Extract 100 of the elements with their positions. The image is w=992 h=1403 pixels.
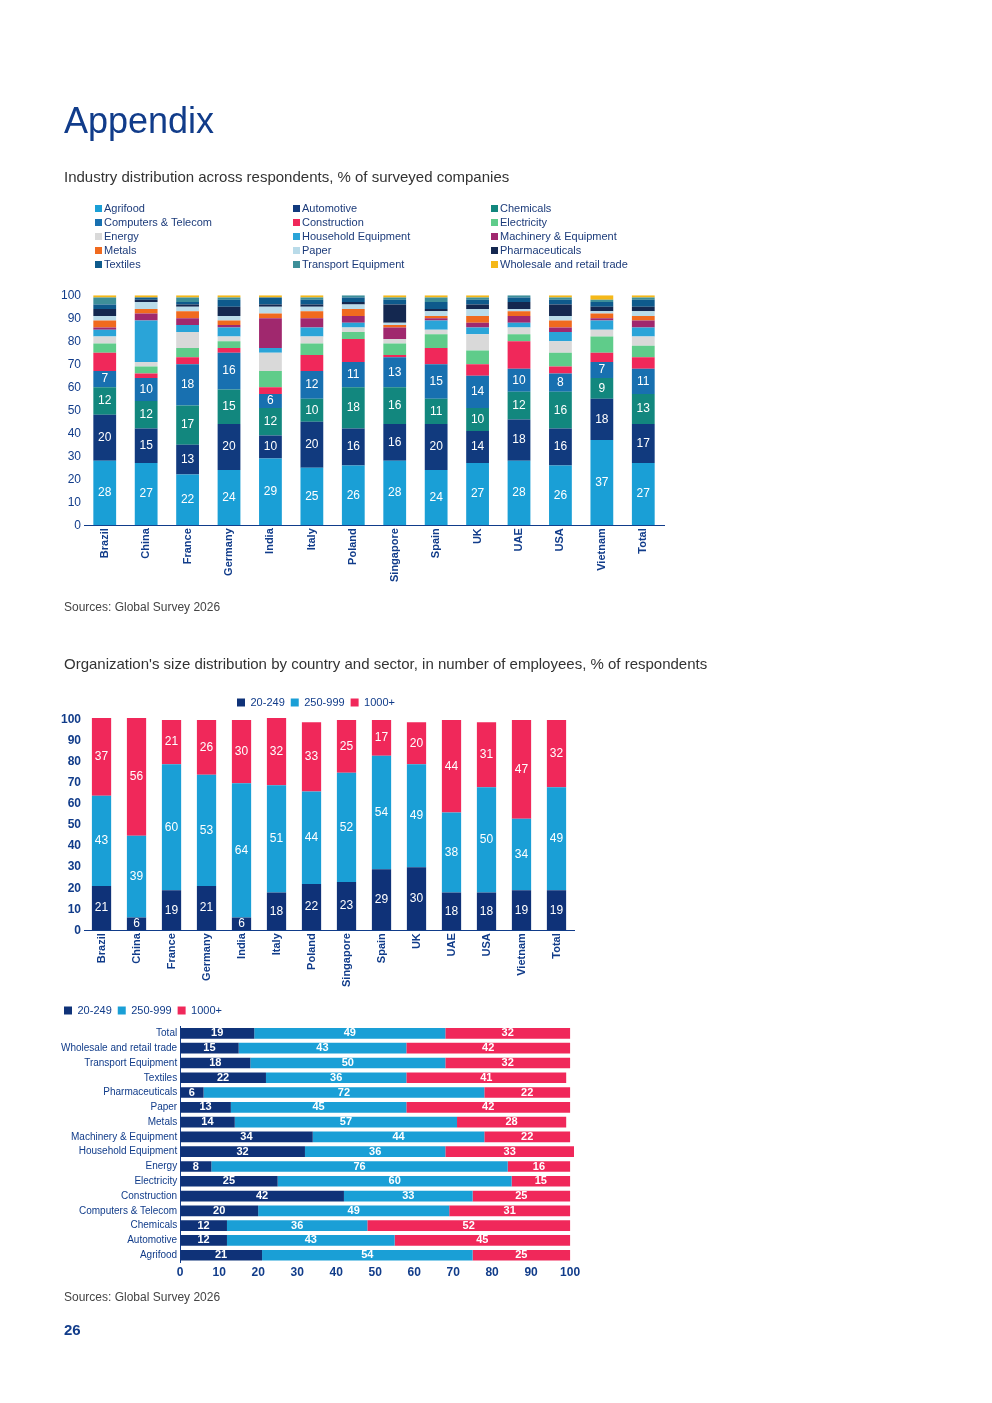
data-label: 17 [636, 435, 651, 450]
bar [238, 1042, 407, 1054]
x-tick-label: France [180, 528, 193, 565]
data-label: 15 [139, 438, 154, 453]
bar [341, 309, 365, 316]
x-tick-label: Total [549, 933, 562, 959]
bar [341, 332, 365, 339]
data-label: 20 [98, 430, 112, 445]
data-label: 13 [636, 401, 651, 416]
data-label: 23 [339, 898, 354, 913]
bar [196, 720, 217, 775]
data-label: 18 [479, 903, 494, 918]
bar [176, 325, 199, 332]
bar [259, 306, 282, 314]
data-label: 29 [263, 484, 278, 499]
y-tick-label: 70 [67, 775, 82, 790]
legend-label: 1000+ [364, 695, 396, 708]
data-label: 22 [304, 899, 319, 914]
bar [466, 315, 489, 323]
data-label: 26 [553, 487, 568, 502]
x-tick-label: India [234, 932, 247, 959]
bar [631, 336, 655, 346]
bar [134, 320, 158, 362]
bar [262, 1249, 473, 1261]
bar [93, 352, 117, 372]
y-tick-label: 20 [67, 471, 82, 486]
y-tick-label: 80 [67, 754, 82, 769]
y-tick-label: Pharmaceuticals [103, 1086, 178, 1098]
data-label: 10 [470, 411, 485, 426]
bar [161, 720, 182, 765]
data-label: 26 [346, 487, 361, 502]
bar [300, 327, 324, 337]
bar [507, 460, 531, 526]
x-tick-label: 50 [368, 1265, 383, 1280]
data-label: 49 [343, 1026, 356, 1039]
data-label: 11 [429, 403, 443, 418]
data-label: 47 [514, 761, 529, 776]
data-label: 18 [595, 411, 609, 426]
data-label: 22 [216, 1070, 230, 1083]
bar [406, 764, 427, 868]
bar [631, 368, 655, 395]
bar [466, 327, 489, 335]
data-label: 12 [197, 1233, 210, 1246]
bar [301, 791, 322, 884]
data-label: 32 [501, 1026, 514, 1039]
y-tick-label: Agrifood [139, 1248, 178, 1260]
bar [93, 309, 117, 316]
data-label: 13 [388, 364, 402, 379]
chart-subtitle: Industry distribution across respondents, % of surveyed companies [64, 168, 510, 185]
data-label: 44 [392, 1129, 406, 1142]
x-tick-label: Spain [429, 527, 442, 559]
bar [180, 1072, 266, 1084]
source-note: Sources: Global Survey 2026 [64, 1290, 221, 1304]
bar [507, 419, 531, 461]
data-label: 39 [129, 868, 144, 883]
data-label: 16 [388, 434, 402, 449]
data-label: 42 [482, 1100, 495, 1113]
data-label: 49 [347, 1203, 360, 1216]
bar [631, 345, 655, 358]
bar [484, 1087, 571, 1098]
chart-title: Appendix [64, 100, 215, 142]
x-tick-label: China [139, 527, 152, 559]
data-label: 15 [222, 399, 237, 414]
bar [341, 428, 365, 466]
y-tick-label: 0 [74, 517, 82, 532]
y-tick-label: Computers & Telecom [78, 1204, 178, 1216]
bar [300, 421, 324, 468]
bar [196, 886, 217, 931]
bar [383, 327, 407, 339]
x-tick-label: UAE [512, 528, 525, 552]
x-tick-label: USA [553, 528, 566, 552]
legend-label: Wholesale and retail trade [499, 258, 629, 270]
source-note: Sources: Global Survey 2026 [64, 600, 221, 614]
data-label: 50 [479, 832, 494, 847]
x-tick-label: Poland [304, 933, 317, 970]
data-label: 28 [388, 485, 402, 500]
data-label: 38 [444, 844, 459, 859]
bar [176, 364, 199, 406]
bar [549, 391, 572, 429]
y-tick-label: 40 [67, 838, 82, 853]
bar [265, 1072, 407, 1084]
y-tick-label: 80 [67, 333, 82, 348]
bar [341, 338, 365, 362]
bar [217, 327, 241, 337]
bar [341, 304, 365, 309]
bar [631, 299, 655, 307]
bar [424, 348, 448, 365]
bar [217, 306, 241, 316]
bar [511, 1175, 571, 1187]
data-label: 13 [199, 1100, 212, 1113]
y-tick-label: Construction [121, 1189, 178, 1201]
bar [176, 444, 199, 475]
data-label: 51 [269, 831, 284, 846]
data-label: 43 [316, 1041, 329, 1054]
bar [93, 327, 117, 330]
bar [590, 329, 614, 337]
bar [472, 1249, 571, 1261]
bar [93, 329, 117, 337]
x-tick-label: Germany [199, 932, 212, 981]
data-label: 25 [305, 488, 319, 503]
